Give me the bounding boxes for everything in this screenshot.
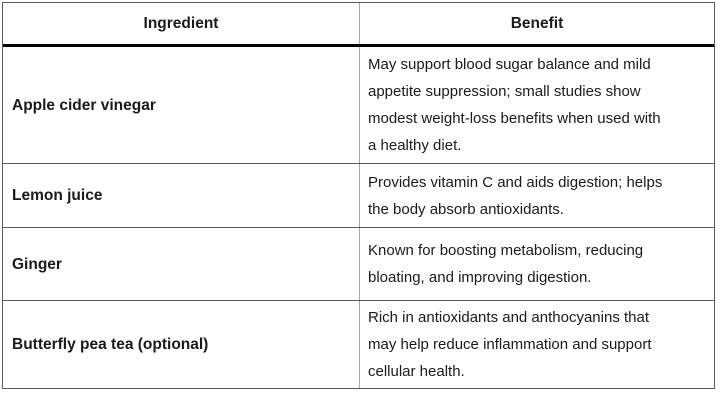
table-row: Lemon juice Provides vitamin C and aids … [3, 163, 714, 227]
benefit-description: Known for boosting metabolism, reducing … [368, 242, 644, 286]
header-label-ingredient: Ingredient [143, 14, 219, 32]
ingredient-name: Lemon juice [12, 187, 103, 204]
table-row: Apple cider vinegar May support blood su… [3, 47, 714, 163]
header-cell-ingredient: Ingredient [3, 3, 360, 44]
ingredient-name: Butterfly pea tea (optional) [12, 336, 209, 353]
header-cell-benefit: Benefit [360, 3, 714, 44]
table-row: Ginger Known for boosting metabolism, re… [3, 227, 714, 300]
ingredients-benefits-table: Ingredient Benefit Apple cider vinegar M… [2, 2, 715, 389]
ingredient-name: Apple cider vinegar [12, 96, 156, 114]
ingredient-cell: Ginger [3, 228, 360, 300]
benefit-description: Rich in antioxidants and anthocyanins th… [368, 309, 652, 380]
table-header-row: Ingredient Benefit [3, 3, 714, 47]
ingredient-cell: Apple cider vinegar [3, 47, 360, 163]
benefit-cell: Provides vitamin C and aids digestion; h… [360, 164, 714, 227]
header-label-benefit: Benefit [510, 14, 564, 32]
benefit-description: Provides vitamin C and aids digestion; h… [368, 173, 663, 218]
table-row: Butterfly pea tea (optional) Rich in ant… [3, 300, 714, 388]
benefit-description: May support blood sugar balance and mild… [368, 56, 661, 154]
ingredient-cell: Lemon juice [3, 164, 360, 227]
benefit-cell: Rich in antioxidants and anthocyanins th… [360, 301, 714, 388]
benefit-cell: May support blood sugar balance and mild… [360, 47, 714, 163]
ingredient-name: Ginger [12, 255, 62, 273]
benefit-cell: Known for boosting metabolism, reducing … [360, 228, 714, 300]
ingredient-cell: Butterfly pea tea (optional) [3, 301, 360, 388]
